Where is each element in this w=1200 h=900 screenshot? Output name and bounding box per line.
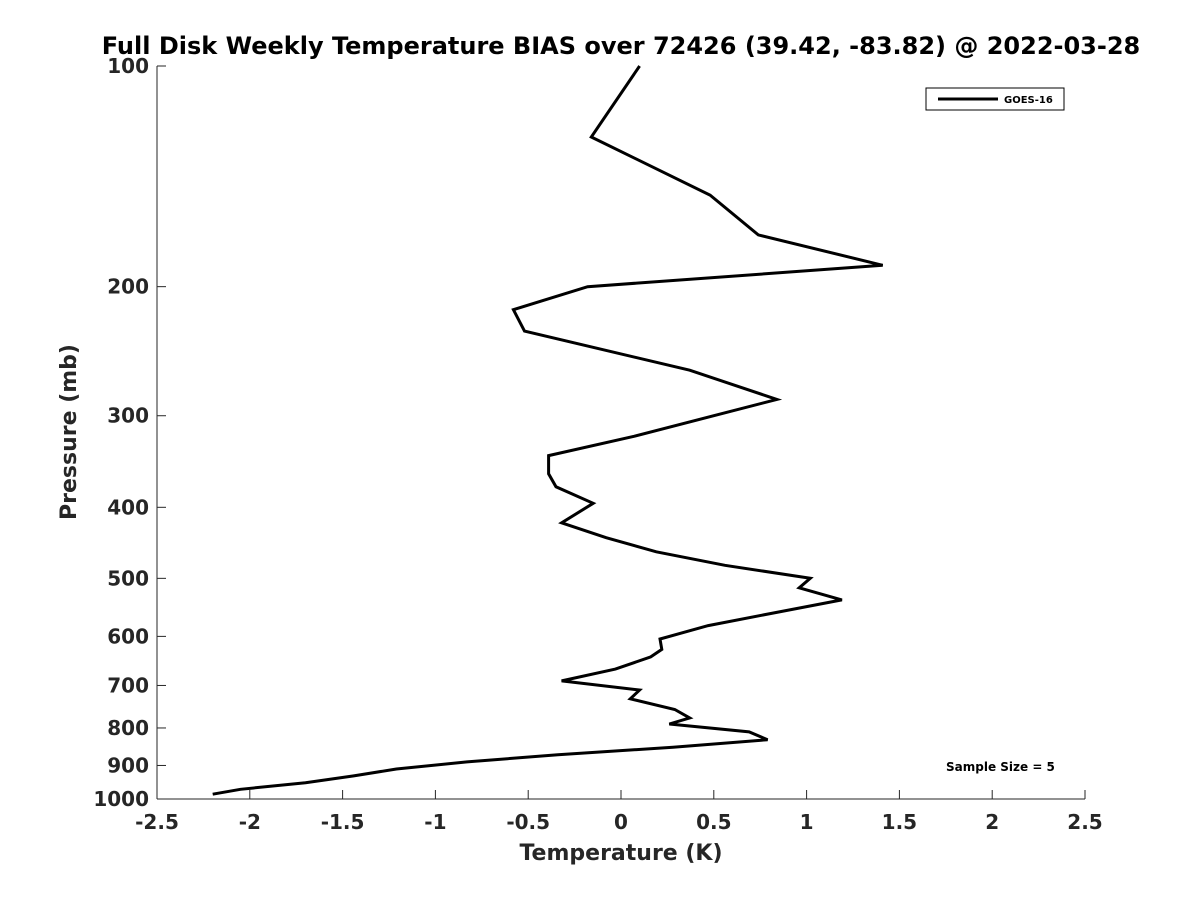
x-tick-label: -1 — [424, 810, 446, 834]
x-tick-label: 0.5 — [696, 810, 731, 834]
x-axis-label: Temperature (K) — [519, 841, 722, 866]
y-tick-label: 500 — [107, 566, 149, 590]
y-tick-label: 600 — [107, 624, 149, 648]
chart-title: Full Disk Weekly Temperature BIAS over 7… — [102, 32, 1141, 60]
y-tick-label: 400 — [107, 495, 149, 519]
y-tick-label: 700 — [107, 673, 149, 697]
y-tick-label: 200 — [107, 275, 149, 299]
x-tick-label: 0 — [614, 810, 628, 834]
x-tick-label: 1.5 — [882, 810, 917, 834]
series-layer — [212, 65, 884, 796]
x-tick-label: -2.5 — [135, 810, 179, 834]
x-tick-label: 2 — [985, 810, 999, 834]
x-tick-label: 1 — [800, 810, 814, 834]
series-line-goes-16 — [212, 65, 884, 796]
y-tick-label: 1000 — [93, 787, 149, 811]
x-axis-ticks: -2.5 -2 -1.5 -1 -0.5 0 0.5 1 1.5 2 2.5 — [135, 790, 1103, 834]
x-tick-label: 2.5 — [1067, 810, 1102, 834]
y-tick-label: 800 — [107, 716, 149, 740]
y-tick-label: 900 — [107, 753, 149, 777]
x-tick-label: -0.5 — [506, 810, 550, 834]
y-axis-label: Pressure (mb) — [57, 344, 82, 520]
y-tick-label: 100 — [107, 54, 149, 78]
x-tick-label: -1.5 — [321, 810, 365, 834]
x-tick-label: -2 — [239, 810, 261, 834]
y-tick-label: 300 — [107, 404, 149, 428]
y-axis-ticks: 100 200 300 400 500 600 700 800 900 1000 — [93, 54, 166, 811]
legend-label-goes-16: GOES-16 — [1004, 95, 1053, 106]
legend: GOES-16 — [925, 87, 1065, 111]
sample-size-annotation: Sample Size = 5 — [946, 760, 1055, 774]
